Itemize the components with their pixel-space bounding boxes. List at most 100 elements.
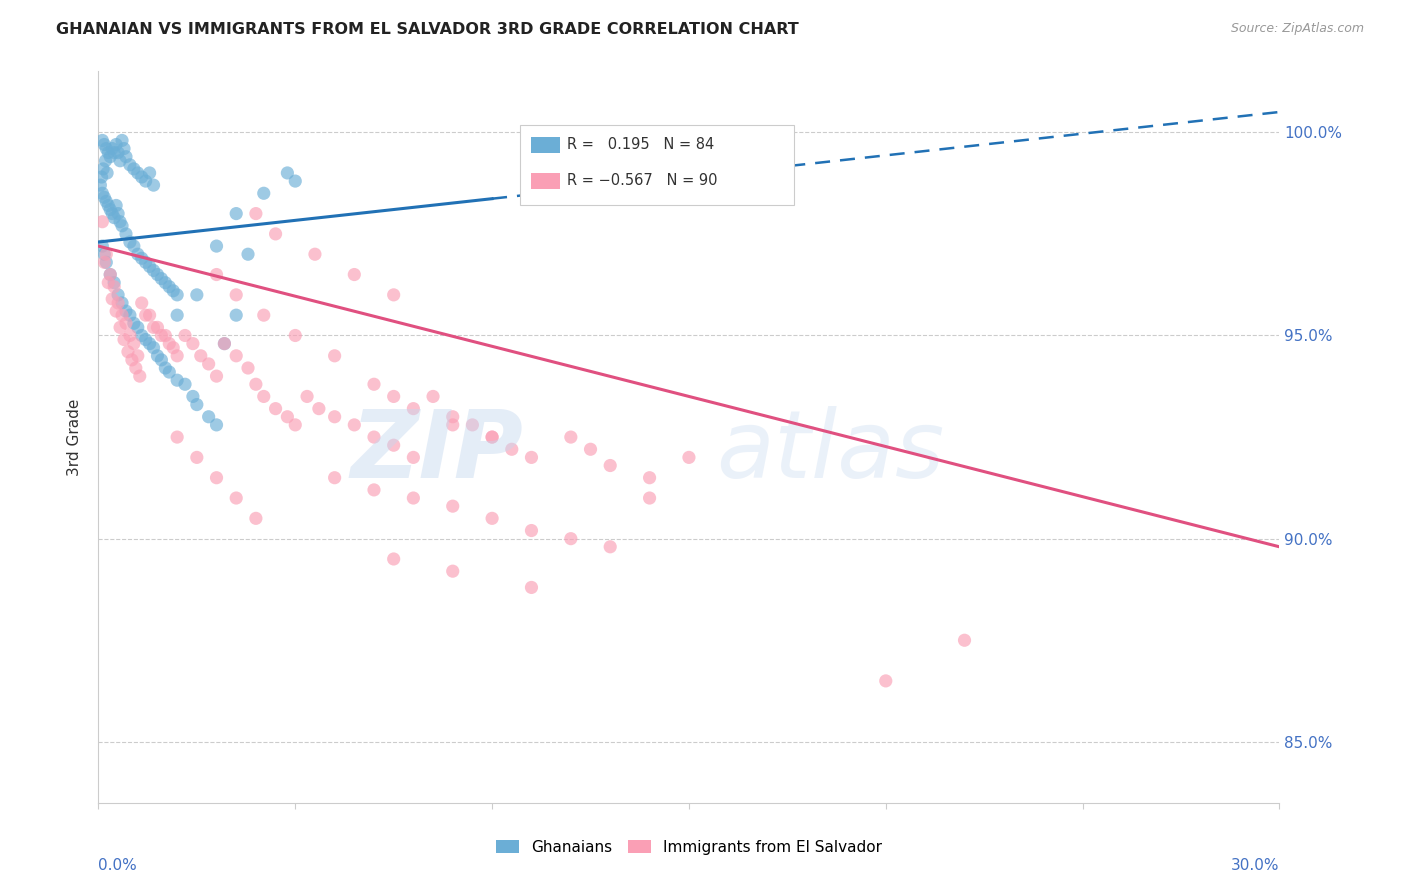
Point xyxy=(520,581,543,595)
Point xyxy=(101,206,124,220)
Point xyxy=(225,206,247,220)
Point xyxy=(155,361,177,376)
Point xyxy=(142,341,165,355)
Point xyxy=(93,255,115,269)
Point xyxy=(441,417,464,432)
Point xyxy=(304,247,326,261)
Point xyxy=(186,450,208,465)
Point xyxy=(155,328,177,343)
Point xyxy=(343,268,366,282)
Point xyxy=(135,333,157,347)
Point xyxy=(323,349,346,363)
Point xyxy=(166,308,188,322)
Point xyxy=(225,288,247,302)
Point xyxy=(93,137,115,152)
Text: 30.0%: 30.0% xyxy=(1232,858,1279,872)
Point xyxy=(96,194,118,209)
Point xyxy=(146,349,169,363)
Point xyxy=(520,450,543,465)
Point xyxy=(205,268,228,282)
Point xyxy=(402,450,425,465)
Point xyxy=(186,288,208,302)
Point xyxy=(128,369,150,384)
Point xyxy=(481,430,503,444)
Point xyxy=(560,532,582,546)
Point xyxy=(98,268,121,282)
Point xyxy=(875,673,897,688)
Point xyxy=(205,369,228,384)
Point xyxy=(162,284,184,298)
Point xyxy=(253,186,276,201)
Point xyxy=(91,186,114,201)
Point xyxy=(284,328,307,343)
Legend: Ghanaians, Immigrants from El Salvador: Ghanaians, Immigrants from El Salvador xyxy=(489,834,889,861)
Point xyxy=(166,349,188,363)
Point xyxy=(323,471,346,485)
Point xyxy=(146,320,169,334)
Point xyxy=(441,499,464,513)
Point xyxy=(107,296,129,310)
Point xyxy=(284,174,307,188)
Point xyxy=(264,401,287,416)
Point xyxy=(520,524,543,538)
Point xyxy=(382,389,405,403)
Point xyxy=(142,178,165,193)
Point xyxy=(205,471,228,485)
Point xyxy=(118,158,141,172)
Point xyxy=(105,137,128,152)
Point xyxy=(181,389,204,403)
Point xyxy=(402,491,425,505)
Point xyxy=(174,328,197,343)
Point xyxy=(157,336,180,351)
Point xyxy=(166,373,188,387)
Point xyxy=(150,328,173,343)
Point xyxy=(253,308,276,322)
Point xyxy=(135,174,157,188)
Point xyxy=(481,430,503,444)
Point xyxy=(166,430,188,444)
Point xyxy=(127,349,149,363)
Point xyxy=(111,219,134,233)
Point xyxy=(678,450,700,465)
Point xyxy=(94,153,117,168)
Point xyxy=(197,357,219,371)
Text: R =   0.195   N = 84: R = 0.195 N = 84 xyxy=(567,137,714,152)
Point xyxy=(112,142,135,156)
Point xyxy=(225,349,247,363)
Point xyxy=(122,316,145,330)
Point xyxy=(501,442,523,457)
Point xyxy=(108,215,131,229)
Point xyxy=(138,166,160,180)
Point xyxy=(441,409,464,424)
Point xyxy=(142,263,165,277)
Point xyxy=(308,401,330,416)
Point xyxy=(295,389,318,403)
Point xyxy=(638,491,661,505)
Point xyxy=(103,276,125,290)
Point xyxy=(115,304,138,318)
Point xyxy=(481,511,503,525)
Point xyxy=(101,142,124,156)
Point xyxy=(115,316,138,330)
Point xyxy=(181,336,204,351)
Point xyxy=(197,409,219,424)
Point xyxy=(157,365,180,379)
Text: R = −0.567   N = 90: R = −0.567 N = 90 xyxy=(567,173,717,187)
Point xyxy=(174,377,197,392)
Point xyxy=(107,206,129,220)
Point xyxy=(225,308,247,322)
Point xyxy=(214,336,236,351)
Point xyxy=(127,247,149,261)
Point xyxy=(101,292,124,306)
Point xyxy=(599,458,621,473)
Point xyxy=(461,417,484,432)
Point xyxy=(115,227,138,241)
Point xyxy=(131,328,153,343)
Text: atlas: atlas xyxy=(717,406,945,497)
Point xyxy=(422,389,444,403)
Point xyxy=(382,552,405,566)
Point xyxy=(599,540,621,554)
Point xyxy=(93,247,115,261)
Point xyxy=(363,430,385,444)
Point xyxy=(382,438,405,452)
